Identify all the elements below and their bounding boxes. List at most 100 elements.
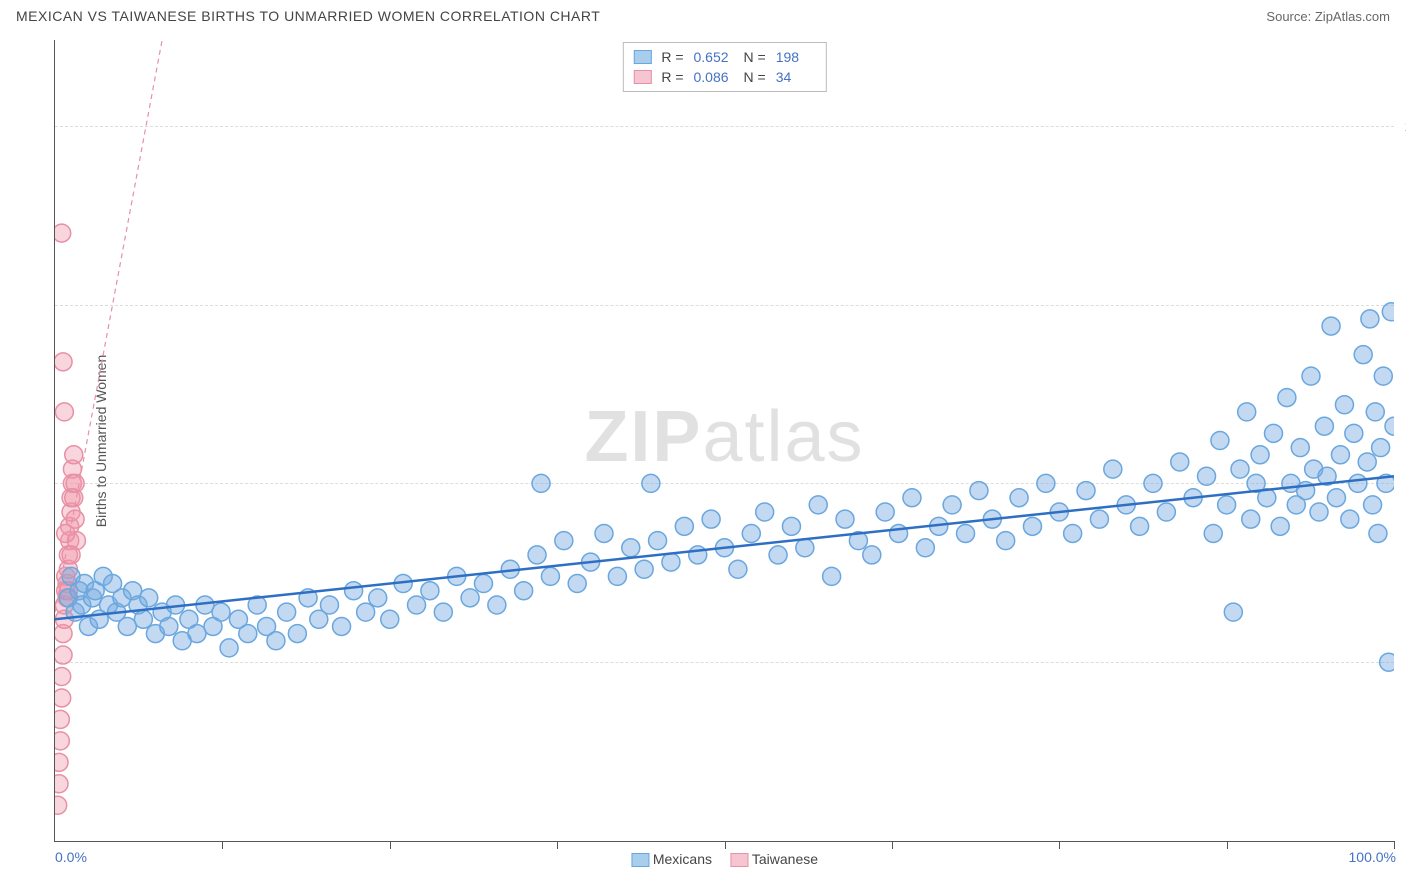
data-point [1204, 524, 1222, 542]
data-point [55, 732, 69, 750]
data-point [434, 603, 452, 621]
data-point [488, 596, 506, 614]
data-point [916, 539, 934, 557]
data-point [57, 524, 75, 542]
data-point [1064, 524, 1082, 542]
chart-container: ZIPatlas Births to Unmarried Women R =0.… [54, 40, 1394, 842]
data-point [1238, 403, 1256, 421]
x-axis-min-label: 0.0% [55, 849, 87, 865]
data-point [55, 646, 72, 664]
data-point [555, 532, 573, 550]
data-point [943, 496, 961, 514]
data-point [515, 582, 533, 600]
x-tick [1227, 841, 1228, 849]
data-point [1157, 503, 1175, 521]
data-point [357, 603, 375, 621]
data-point [333, 617, 351, 635]
data-point [134, 610, 152, 628]
x-tick [725, 841, 726, 849]
data-point [1198, 467, 1216, 485]
data-point [1374, 367, 1392, 385]
x-tick [1394, 841, 1395, 849]
data-point [970, 482, 988, 500]
data-point [220, 639, 238, 657]
data-point [288, 625, 306, 643]
data-point [55, 796, 67, 814]
data-point [1171, 453, 1189, 471]
data-point [642, 474, 660, 492]
data-point [118, 617, 136, 635]
data-point [662, 553, 680, 571]
data-point [212, 603, 230, 621]
data-point [702, 510, 720, 528]
data-point [1010, 489, 1028, 507]
data-point [1364, 496, 1382, 514]
data-point [1335, 396, 1353, 414]
data-point [320, 596, 338, 614]
data-point [1264, 424, 1282, 442]
x-tick [1059, 841, 1060, 849]
data-point [55, 753, 68, 771]
data-point [1366, 403, 1384, 421]
data-point [345, 582, 363, 600]
data-point [1361, 310, 1379, 328]
x-tick [557, 841, 558, 849]
data-point [369, 589, 387, 607]
data-point [1077, 482, 1095, 500]
data-point [1358, 453, 1376, 471]
data-point [55, 353, 72, 371]
data-point [1322, 317, 1340, 335]
data-point [769, 546, 787, 564]
data-point [408, 596, 426, 614]
data-point [528, 546, 546, 564]
data-point [65, 446, 83, 464]
legend-series: Mexicans Taiwanese [631, 851, 818, 867]
data-point [55, 775, 68, 793]
data-point [1341, 510, 1359, 528]
data-point [1037, 474, 1055, 492]
data-point [1315, 417, 1333, 435]
data-point [622, 539, 640, 557]
data-point [160, 617, 178, 635]
data-point [188, 625, 206, 643]
x-tick [390, 841, 391, 849]
data-point [689, 546, 707, 564]
chart-title: MEXICAN VS TAIWANESE BIRTHS TO UNMARRIED… [16, 8, 600, 24]
data-point [1271, 517, 1289, 535]
data-point [635, 560, 653, 578]
data-point [55, 710, 69, 728]
legend-stats: R =0.652 N =198 R =0.086 N =34 [622, 42, 826, 92]
data-point [595, 524, 613, 542]
data-point [782, 517, 800, 535]
data-point [1023, 517, 1041, 535]
data-point [474, 575, 492, 593]
data-point [1144, 474, 1162, 492]
x-axis-max-label: 100.0% [1349, 849, 1396, 865]
data-point [876, 503, 894, 521]
data-point [675, 517, 693, 535]
data-point [1251, 446, 1269, 464]
data-point [756, 503, 774, 521]
data-point [809, 496, 827, 514]
data-point [1211, 432, 1229, 450]
data-point [1327, 489, 1345, 507]
data-point [532, 474, 550, 492]
data-point [55, 403, 73, 421]
data-point [863, 546, 881, 564]
data-point [66, 474, 84, 492]
data-point [1349, 474, 1367, 492]
data-point [55, 224, 71, 242]
data-point [890, 524, 908, 542]
data-point [461, 589, 479, 607]
data-point [267, 632, 285, 650]
data-point [1372, 439, 1390, 457]
data-point [649, 532, 667, 550]
data-point [836, 510, 854, 528]
swatch-mexicans [633, 50, 651, 64]
data-point [1218, 496, 1236, 514]
data-point [823, 567, 841, 585]
data-point [421, 582, 439, 600]
data-point [1302, 367, 1320, 385]
data-point [239, 625, 257, 643]
data-point [796, 539, 814, 557]
